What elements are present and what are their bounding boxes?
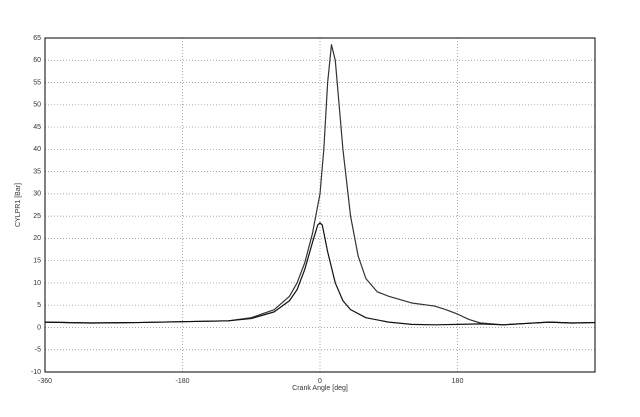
x-tick-label: 180 (452, 378, 464, 385)
y-tick-label: 0 (37, 324, 41, 331)
y-tick-label: 25 (33, 213, 41, 220)
y-tick-label: -10 (31, 369, 41, 376)
y-tick-label: 15 (33, 258, 41, 265)
x-tick-label: -180 (175, 378, 189, 385)
y-tick-label: 5 (37, 302, 41, 309)
y-tick-label: 65 (33, 35, 41, 42)
y-tick-label: 35 (33, 168, 41, 175)
plot-frame (44, 37, 596, 373)
x-tick-label: -360 (38, 378, 52, 385)
y-axis-label: CYLPR1 [Bar] (15, 183, 22, 227)
series-line (44, 44, 596, 326)
y-tick-label: 20 (33, 235, 41, 242)
y-tick-label: 45 (33, 124, 41, 131)
y-tick-label: 60 (33, 57, 41, 64)
y-tick-label: 30 (33, 191, 41, 198)
y-tick-label: 50 (33, 102, 41, 109)
y-tick-label: 10 (33, 280, 41, 287)
y-tick-label: 55 (33, 79, 41, 86)
x-axis-label: Crank Angle [deg] (292, 385, 348, 392)
y-tick-label: -5 (35, 347, 41, 354)
x-tick-label: 0 (318, 378, 322, 385)
series-line (44, 222, 596, 326)
y-tick-label: 40 (33, 146, 41, 153)
